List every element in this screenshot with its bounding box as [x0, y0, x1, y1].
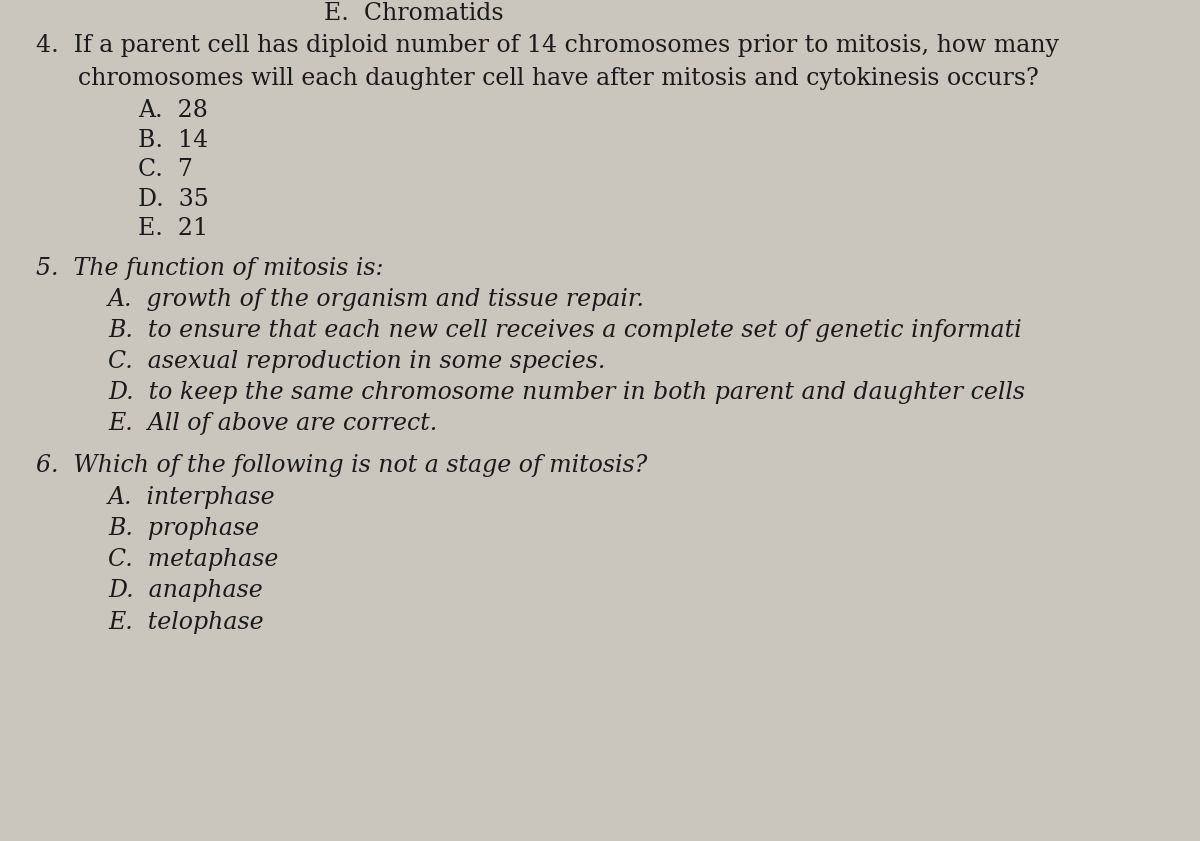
Text: E.  All of above are correct.: E. All of above are correct. [108, 412, 437, 435]
Text: 5.  The function of mitosis is:: 5. The function of mitosis is: [36, 257, 384, 279]
Text: B.  14: B. 14 [138, 129, 209, 151]
Text: D.  35: D. 35 [138, 188, 209, 210]
Text: chromosomes will each daughter cell have after mitosis and cytokinesis occurs?: chromosomes will each daughter cell have… [78, 67, 1039, 90]
Text: A.  growth of the organism and tissue repair.: A. growth of the organism and tissue rep… [108, 288, 646, 310]
Text: A.  interphase: A. interphase [108, 486, 276, 509]
Text: C.  metaphase: C. metaphase [108, 548, 278, 571]
Text: E.  Chromatids: E. Chromatids [324, 2, 504, 24]
Text: B.  to ensure that each new cell receives a complete set of genetic informati: B. to ensure that each new cell receives… [108, 319, 1021, 341]
Text: D.  to keep the same chromosome number in both parent and daughter cells: D. to keep the same chromosome number in… [108, 381, 1025, 404]
Text: B.  prophase: B. prophase [108, 517, 259, 540]
Text: E.  21: E. 21 [138, 217, 208, 240]
Text: E.  telophase: E. telophase [108, 611, 264, 633]
Text: A.  28: A. 28 [138, 99, 208, 122]
Text: D.  anaphase: D. anaphase [108, 579, 263, 602]
Text: C.  asexual reproduction in some species.: C. asexual reproduction in some species. [108, 350, 605, 373]
Text: 4.  If a parent cell has diploid number of 14 chromosomes prior to mitosis, how : 4. If a parent cell has diploid number o… [36, 34, 1060, 56]
Text: C.  7: C. 7 [138, 158, 193, 181]
Text: 6.  Which of the following is not a stage of mitosis?: 6. Which of the following is not a stage… [36, 454, 647, 477]
